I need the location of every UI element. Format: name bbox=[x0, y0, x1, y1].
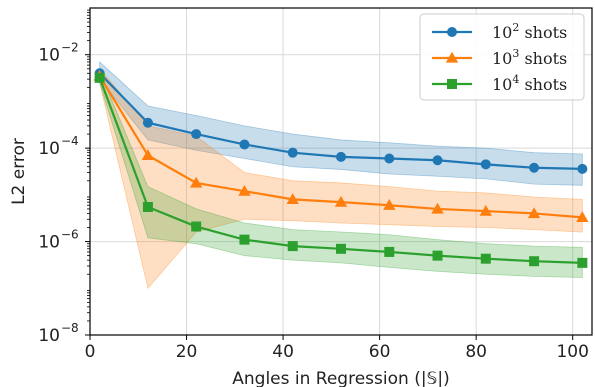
series-markers bbox=[93, 68, 589, 268]
x-tick-label: 0 bbox=[85, 342, 96, 362]
legend-marker bbox=[447, 27, 457, 37]
legend-label: 102 shots bbox=[492, 21, 567, 42]
series-1-point bbox=[577, 163, 588, 174]
series-2-point bbox=[286, 193, 299, 205]
series-2-point bbox=[189, 176, 203, 188]
series-2-point bbox=[527, 207, 541, 219]
series-2-point bbox=[383, 199, 396, 210]
series-1-point bbox=[480, 159, 491, 170]
y-axis-label: L2 error bbox=[9, 138, 29, 205]
x-tick-label: 20 bbox=[176, 342, 198, 362]
legend-box bbox=[419, 13, 585, 101]
series-1-point bbox=[336, 151, 346, 162]
series-3-point bbox=[577, 257, 588, 268]
legend-marker bbox=[445, 51, 459, 63]
series-1-point bbox=[191, 129, 202, 140]
plot-frame bbox=[89, 7, 593, 336]
series-1-point bbox=[529, 162, 540, 173]
series-1-point bbox=[384, 153, 395, 164]
series-1-band bbox=[99, 61, 583, 186]
legend-label: 104 shots bbox=[492, 73, 567, 94]
series-1-point bbox=[142, 117, 153, 128]
y-tick-exponent: −4 bbox=[61, 134, 79, 148]
legend-label: 103 shots bbox=[492, 47, 567, 68]
series-3-point bbox=[529, 256, 540, 267]
series-2-point bbox=[479, 204, 493, 216]
y-tick-label: 10 bbox=[38, 326, 60, 346]
y-tick-label: 10 bbox=[38, 233, 60, 253]
series-2-point bbox=[334, 195, 348, 207]
series-3-point bbox=[142, 201, 153, 212]
series-3-point bbox=[432, 250, 443, 261]
series-3-point bbox=[287, 241, 298, 252]
y-tick-label: 10 bbox=[38, 46, 60, 66]
x-axis-label: Angles in Regression (|𝕊|) bbox=[232, 369, 449, 387]
series-2-point bbox=[431, 202, 444, 214]
y-tick-exponent: −6 bbox=[61, 228, 79, 242]
series-2-point bbox=[141, 149, 155, 161]
series-1-point bbox=[287, 147, 298, 158]
series-3-band bbox=[99, 70, 583, 278]
x-tick-label: 40 bbox=[272, 342, 294, 362]
x-tick-label: 80 bbox=[465, 342, 487, 362]
series-3-point bbox=[239, 234, 250, 245]
series-1-point bbox=[432, 155, 443, 166]
legend: 102 shots 103 shots 104 shots bbox=[419, 13, 585, 101]
x-tick-label: 100 bbox=[556, 342, 588, 362]
y-tick-label: 10 bbox=[38, 139, 60, 159]
series-2-point bbox=[576, 211, 589, 222]
y-tick-exponent: −8 bbox=[61, 321, 79, 335]
series-1-point bbox=[239, 139, 250, 150]
series-3-point bbox=[191, 221, 202, 232]
y-tick-exponent: −2 bbox=[61, 41, 79, 55]
legend-marker bbox=[447, 79, 457, 89]
series-3-point bbox=[384, 246, 395, 257]
series-3-point bbox=[94, 72, 105, 83]
series-2-point bbox=[238, 184, 251, 196]
series-3-point bbox=[336, 243, 346, 254]
x-tick-label: 60 bbox=[369, 342, 391, 362]
series-3-point bbox=[480, 253, 491, 264]
